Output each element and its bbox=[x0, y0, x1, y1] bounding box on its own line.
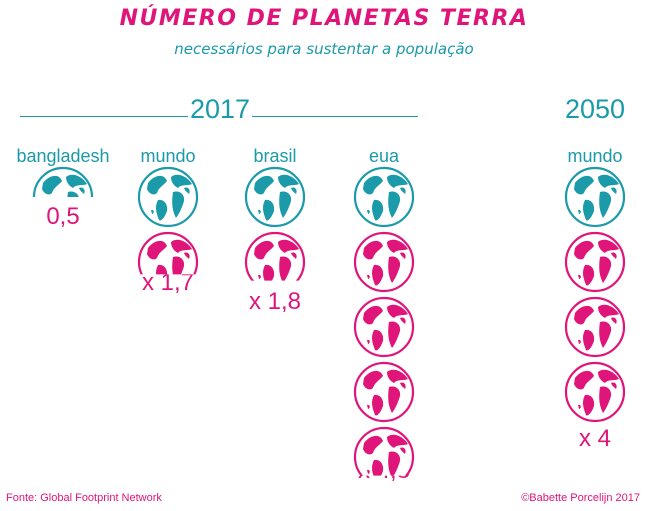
earth-globe-icon bbox=[564, 231, 626, 293]
chart-subtitle: necessários para sustentar a população bbox=[174, 40, 474, 58]
earth-globe-icon bbox=[353, 296, 415, 358]
earth-globe-icon bbox=[353, 166, 415, 228]
earth-globe-icon bbox=[353, 426, 415, 476]
country-label-bangladesh: bangladesh bbox=[16, 146, 110, 166]
earth-globe-icon bbox=[244, 231, 306, 281]
earth-globe-icon bbox=[137, 231, 199, 275]
value-label-bangladesh: 0,5 bbox=[46, 203, 80, 230]
year-rule-right bbox=[252, 116, 418, 117]
earth-globe-icon bbox=[564, 166, 626, 228]
earth-globe-icon bbox=[32, 166, 94, 197]
credit-note: ©Babette Porcelijn 2017 bbox=[521, 492, 640, 504]
earth-globe-icon bbox=[353, 361, 415, 423]
year-rule-left bbox=[20, 116, 188, 117]
source-note: Fonte: Global Footprint Network bbox=[6, 492, 162, 504]
chart-title: NÚMERO DE PLANETAS TERRA bbox=[119, 6, 529, 31]
earth-globe-icon bbox=[353, 231, 415, 293]
earth-globe-icon bbox=[244, 166, 306, 228]
value-label-mundo-2050: x 4 bbox=[578, 425, 611, 452]
year-label-2017: 2017 bbox=[190, 94, 251, 124]
country-label-eua: eua bbox=[368, 146, 400, 166]
country-label-mundo-2050: mundo bbox=[567, 146, 623, 166]
year-label-2050: 2050 bbox=[565, 94, 626, 124]
earth-globe-icon bbox=[137, 166, 199, 228]
value-label-brasil: x 1,8 bbox=[248, 288, 302, 315]
earth-globe-icon bbox=[564, 361, 626, 423]
earth-globe-icon bbox=[564, 296, 626, 358]
country-label-mundo-2017: mundo bbox=[140, 146, 196, 166]
country-label-brasil: brasil bbox=[253, 146, 297, 166]
